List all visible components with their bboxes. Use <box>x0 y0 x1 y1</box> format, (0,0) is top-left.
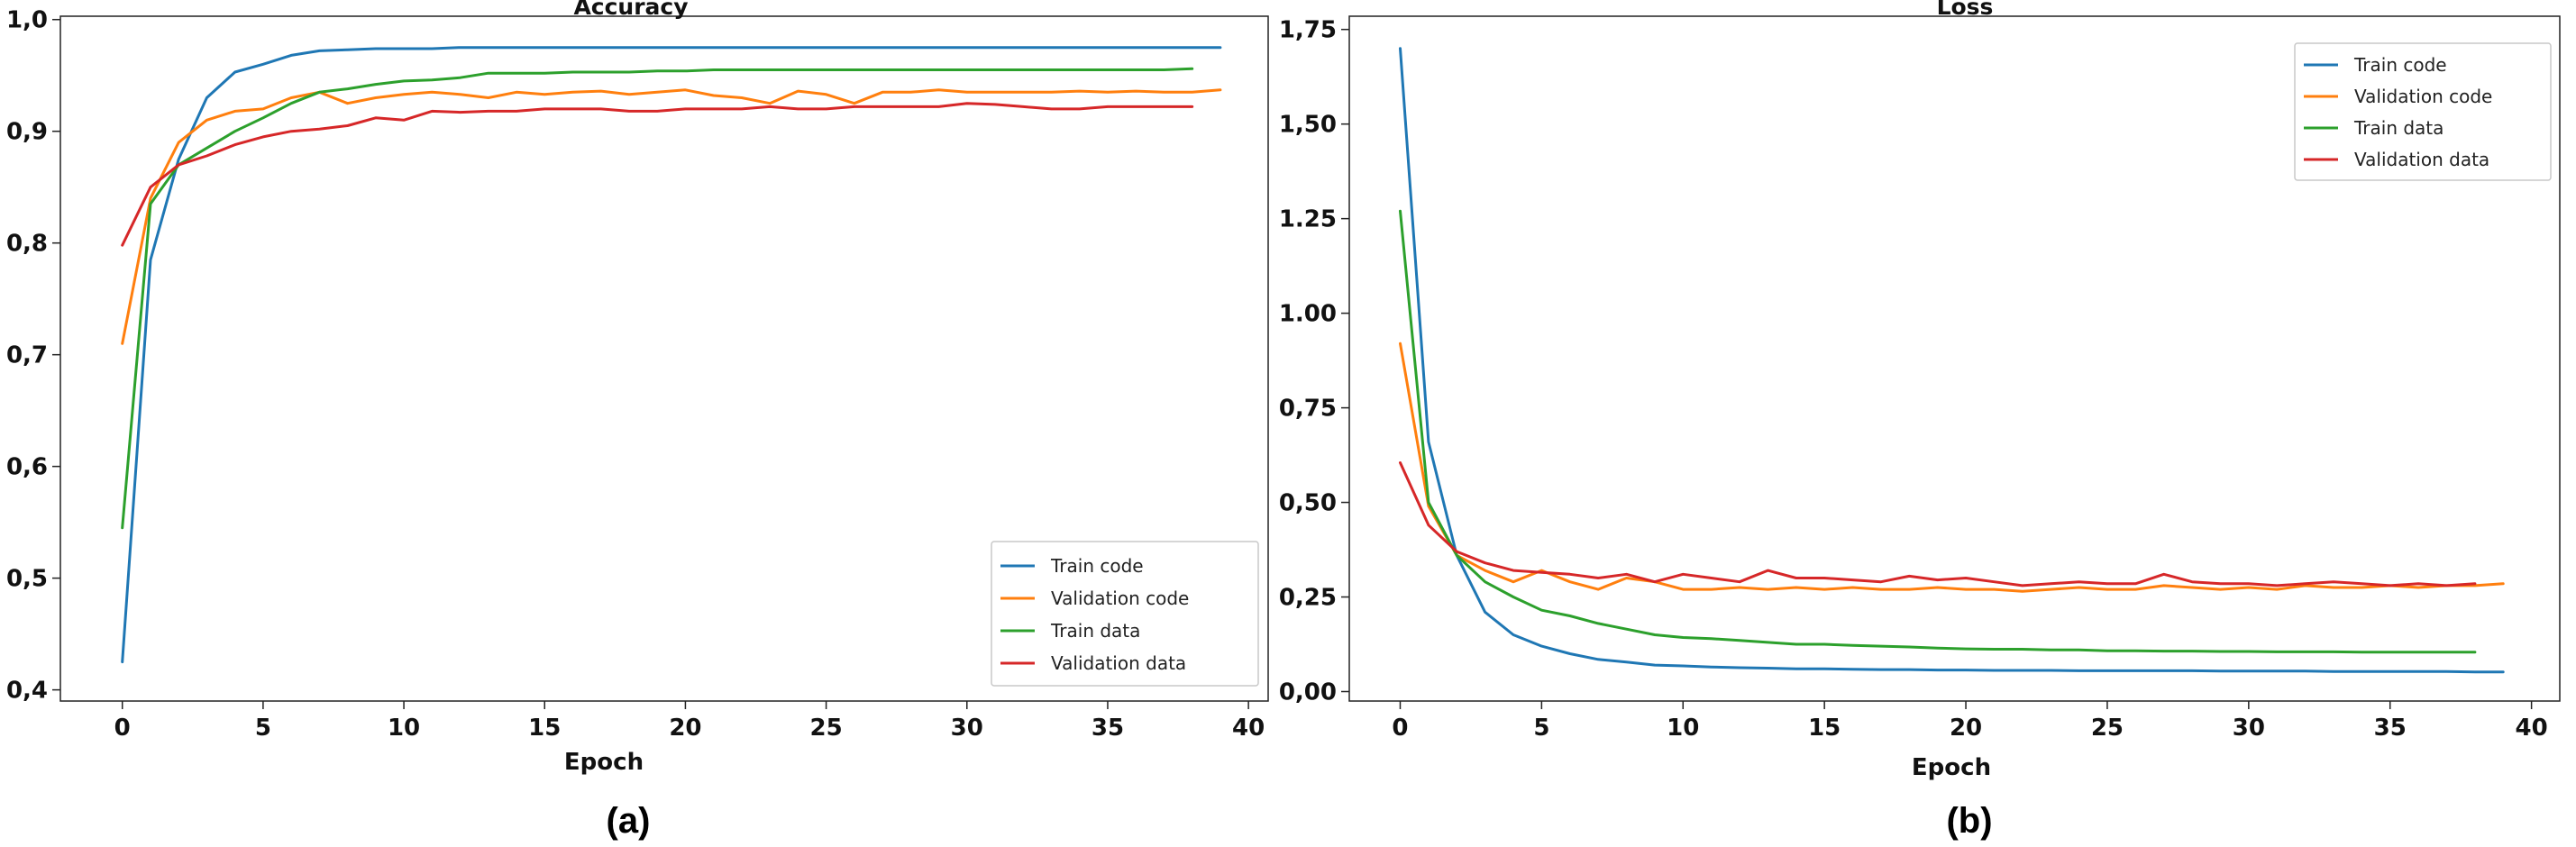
accuracy-y-tick-label: 0,6 <box>6 454 48 481</box>
loss-y-tick-label: 1.00 <box>1279 301 1337 328</box>
loss-series-validation-code <box>1399 342 2505 593</box>
loss-x-tick-label: 10 <box>1667 715 1699 742</box>
loss-x-tick-label: 30 <box>2233 715 2265 742</box>
accuracy-x-label: Epoch <box>564 749 644 776</box>
accuracy-y-tick-label: 0,8 <box>6 231 48 258</box>
accuracy-x-tick-label: 0 <box>114 715 131 742</box>
loss-y-tick-label: 0,50 <box>1279 490 1337 517</box>
accuracy-legend-label-train-code: Train code <box>1050 555 1144 577</box>
loss-legend-label-train-code: Train code <box>2353 54 2447 76</box>
accuracy-y-tick-label: 0,7 <box>6 342 48 369</box>
accuracy-title: Accuracy <box>573 0 688 20</box>
loss-y-tick-label: 1,50 <box>1279 112 1337 139</box>
accuracy-y-tick-label: 0,4 <box>6 678 48 705</box>
accuracy-series-train-data <box>121 67 1194 530</box>
accuracy-x-ticks: 0 5 10 15 20 25 30 35 40 <box>114 701 1265 742</box>
loss-y-tick-label: 1.25 <box>1279 206 1337 233</box>
accuracy-legend-label-validation-code: Validation code <box>1051 587 1189 609</box>
loss-lines <box>1399 47 2505 674</box>
accuracy-plot-frame <box>59 15 1269 702</box>
loss-series-validation-data <box>1399 461 2477 587</box>
accuracy-x-tick-label: 20 <box>669 715 701 742</box>
loss-legend-label-validation-code: Validation code <box>2354 86 2492 107</box>
loss-series-train-code <box>1399 47 2505 674</box>
accuracy-y-tick-label: 0,9 <box>6 119 48 146</box>
loss-x-ticks: 0 5 10 15 20 25 30 35 40 <box>1392 701 2548 742</box>
loss-x-tick-label: 40 <box>2516 715 2548 742</box>
accuracy-legend: Train code Validation code Train data Valid… <box>991 541 1259 687</box>
loss-plot-frame <box>1348 15 2561 702</box>
accuracy-legend-label-validation-data: Validation data <box>1051 652 1186 674</box>
loss-x-tick-label: 25 <box>2091 715 2124 742</box>
loss-legend: Train code Validation code Train data Valid… <box>2294 42 2552 181</box>
accuracy-x-tick-label: 10 <box>388 715 420 742</box>
loss-x-label: Epoch <box>1912 754 1991 781</box>
loss-x-tick-label: 35 <box>2374 715 2407 742</box>
loss-caption: (b) <box>1946 801 1992 841</box>
accuracy-x-tick-label: 25 <box>810 715 843 742</box>
accuracy-legend-label-train-data: Train data <box>1050 620 1140 642</box>
accuracy-x-tick-label: 15 <box>528 715 561 742</box>
loss-y-tick-label: 0,75 <box>1279 396 1337 423</box>
loss-title: Loss <box>1937 0 1994 20</box>
loss-x-tick-label: 5 <box>1533 715 1549 742</box>
loss-y-tick-label: 0,00 <box>1279 679 1337 706</box>
loss-x-tick-label: 0 <box>1392 715 1408 742</box>
accuracy-series-train-code <box>121 46 1222 664</box>
accuracy-y-tick-label: 0,5 <box>6 566 48 593</box>
accuracy-series-validation-data <box>121 102 1194 247</box>
accuracy-x-tick-label: 5 <box>255 715 271 742</box>
accuracy-series-validation-code <box>121 88 1222 345</box>
accuracy-x-tick-label: 30 <box>951 715 983 742</box>
accuracy-chart: 0 5 10 15 20 25 30 35 40 0,4 0,5 0,6 0,7 0,8 0,9 1,0 A… <box>6 0 1269 841</box>
accuracy-x-tick-label: 40 <box>1232 715 1265 742</box>
loss-y-tick-label: 1,75 <box>1279 17 1337 44</box>
accuracy-caption: (a) <box>607 801 651 841</box>
loss-x-tick-label: 20 <box>1950 715 1982 742</box>
loss-y-tick-label: 0,25 <box>1279 585 1337 612</box>
accuracy-x-tick-label: 35 <box>1092 715 1124 742</box>
loss-legend-label-validation-data: Validation data <box>2354 149 2489 170</box>
loss-y-ticks: 0,00 0,25 0,50 0,75 1.00 1.25 1,50 1,75 <box>1279 17 1349 706</box>
loss-legend-box <box>2294 42 2552 181</box>
loss-x-tick-label: 15 <box>1808 715 1841 742</box>
accuracy-y-tick-label: 1,0 <box>6 7 48 34</box>
loss-series-train-data <box>1399 209 2477 654</box>
accuracy-y-ticks: 0,4 0,5 0,6 0,7 0,8 0,9 1,0 <box>6 7 60 705</box>
loss-legend-label-train-data: Train data <box>2353 117 2444 139</box>
accuracy-legend-box <box>991 541 1259 687</box>
loss-chart: 0 5 10 15 20 25 30 35 40 0,00 0,25 0,50 0,75 1.00 1.2… <box>1279 0 2561 841</box>
accuracy-lines <box>121 46 1222 664</box>
